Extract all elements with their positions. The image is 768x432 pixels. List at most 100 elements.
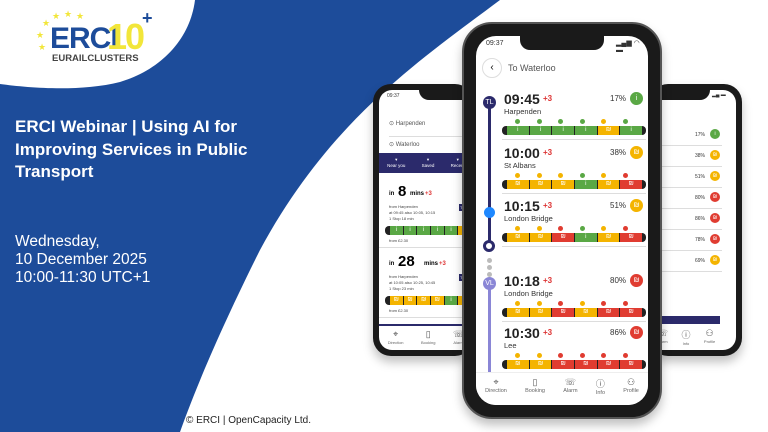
car-segment: i xyxy=(416,226,431,235)
occupancy-row[interactable]: 80% ₪ xyxy=(650,188,722,209)
nav-info[interactable]: ⓘ Info xyxy=(681,328,690,348)
departure-time: 10:00 xyxy=(504,145,540,161)
nav-alarm[interactable]: ☏ Alarm xyxy=(453,329,464,348)
tab-bar: ▾ Near you ▾ Saved ▾ Recent xyxy=(379,153,473,173)
car-dot xyxy=(601,301,606,306)
bottom-nav: ⌖ Direction ▯ Booking ☏ Alarm ⓘ Info ⚇ Profile xyxy=(476,372,648,405)
occupancy-icon: i xyxy=(710,129,720,139)
occupancy-row[interactable]: 38% ₪ xyxy=(650,146,722,167)
car-dot xyxy=(536,301,542,306)
info-icon: ⓘ xyxy=(681,330,691,340)
departure-time: 10:18 xyxy=(504,273,540,289)
left-phone: 09:37 ⊙ Harpenden ⊙ Waterloo ▾ Near you ▾ Save… xyxy=(373,84,473,356)
minutes: 8 xyxy=(398,183,407,200)
delay: +3 xyxy=(439,261,446,267)
car-segment: i xyxy=(389,226,403,235)
pin-icon: ⌖ xyxy=(493,377,499,387)
car-segment: ₪ xyxy=(528,180,552,189)
car-segment: ₪ xyxy=(551,360,575,369)
car-segment: ₪ xyxy=(596,233,620,242)
occupancy-percent: 69% xyxy=(695,258,706,264)
occupancy-percent: 17% xyxy=(695,132,706,138)
nav-booking[interactable]: ▯ Booking xyxy=(421,329,435,348)
back-button[interactable]: ‹ xyxy=(482,58,502,78)
occupancy-percent: 80% xyxy=(695,195,706,201)
occupancy-icon: ₪ xyxy=(710,255,720,265)
notch xyxy=(650,90,710,100)
car-dot xyxy=(558,301,563,306)
car-segment: ₪ xyxy=(619,180,643,189)
car-segment: ₪ xyxy=(574,308,597,317)
row-divider xyxy=(502,321,646,322)
nav-alarm[interactable]: ☏ Alarm xyxy=(563,377,577,405)
stop-marker xyxy=(483,240,495,252)
ticket-icon: ▯ xyxy=(532,377,538,387)
train-row[interactable]: 10:18 +3 London Bridge 80% ₪ ₪ ₪ ₪ ₪ ₪ ₪ xyxy=(502,273,646,323)
car-segment: i xyxy=(619,126,643,135)
train-row[interactable]: 10:30 +3 Lee 86% ₪ ₪ ₪ ₪ ₪ ₪ ₪ xyxy=(502,325,646,375)
car-segment: ₪ xyxy=(506,308,529,317)
nav-direction[interactable]: ⌖ Direction xyxy=(485,377,507,405)
nav-info[interactable]: ⓘ Info xyxy=(596,377,605,405)
right-phone: ▂▄ ▬ 17% i 38% ₪ 51% ₪ 80% ₪ 86% ₪ 78% ₪ 69% ₪ ☏ Alarm ⓘ I… xyxy=(650,84,742,356)
price: from £2.30 xyxy=(389,238,409,243)
car-dot xyxy=(536,119,542,124)
line-track xyxy=(488,284,491,394)
station-name: London Bridge xyxy=(504,289,553,298)
tab-recent[interactable]: ▾ Recent xyxy=(450,157,465,168)
occupancy-row[interactable]: 69% ₪ xyxy=(650,251,722,272)
ticket-icon: ▯ xyxy=(425,329,431,339)
erci-logo: ★ ★ ★ ★ ★ ★ ERCI 10 + EURAILCLUSTERS xyxy=(36,8,153,64)
to-field[interactable]: ⊙ Waterloo xyxy=(389,142,420,148)
occupancy-row[interactable]: 17% i xyxy=(650,125,722,146)
main-phone: 09:37 ▂▄▆ ◠ ▬ ‹ To Waterloo TL VL 09:45 +3 Harpe… xyxy=(462,22,662,419)
nav-booking[interactable]: ▯ Booking xyxy=(525,377,545,405)
nav-direction[interactable]: ⌖ Direction xyxy=(388,329,404,348)
occupancy-row[interactable]: 78% ₪ xyxy=(650,230,722,251)
journey-detail: at 09:45 also 10:05, 10:15 xyxy=(389,210,436,215)
car-dot xyxy=(515,173,520,178)
occupancy-row[interactable]: 51% ₪ xyxy=(650,167,722,188)
car-bar: i i i i ₪ i xyxy=(502,126,646,135)
car-segment: i xyxy=(443,296,458,305)
webinar-title: ERCI Webinar | Using AI for Improving Se… xyxy=(15,117,248,181)
nav-label: Alarm xyxy=(453,340,464,345)
car-dot xyxy=(601,226,606,231)
header-title: To Waterloo xyxy=(508,63,556,73)
car-bar: ₪ ₪ ₪ i ₪ ₪ xyxy=(502,233,646,242)
occupancy-icon: ₪ xyxy=(710,171,720,181)
nav-label: Booking xyxy=(421,340,436,345)
car-segment: ₪ xyxy=(528,360,552,369)
from-field[interactable]: ⊙ Harpenden xyxy=(389,121,426,127)
train-row[interactable]: 10:15 +3 London Bridge 51% ₪ ₪ ₪ ₪ i ₪ ₪ xyxy=(502,198,646,248)
car-segment: ₪ xyxy=(416,296,431,305)
car-segment: ₪ xyxy=(551,180,575,189)
alarm-icon: ☏ xyxy=(564,377,577,387)
minutes-unit: mins xyxy=(424,261,439,267)
occupancy-icon: ₪ xyxy=(710,213,720,223)
occupancy-icon: i xyxy=(630,92,643,105)
tab-near-you[interactable]: ▾ Near you xyxy=(387,157,406,168)
minutes-unit: mins xyxy=(410,191,425,197)
train-row[interactable]: 09:45 +3 Harpenden 17% i i i i i ₪ i xyxy=(502,91,646,141)
banner-bar xyxy=(650,316,720,324)
car-dot xyxy=(515,353,520,358)
minutes: 28 xyxy=(398,253,415,270)
occupancy-percent: 38% xyxy=(610,148,627,157)
occupancy-icon: ₪ xyxy=(710,234,720,244)
train-row[interactable]: 10:00 +3 St Albans 38% ₪ ₪ ₪ ₪ i ₪ ₪ xyxy=(502,145,646,195)
station-name: Lee xyxy=(504,341,517,350)
nav-profile[interactable]: ⚇ Profile xyxy=(623,377,639,405)
car-segment: i xyxy=(551,126,575,135)
occupancy-row[interactable]: 86% ₪ xyxy=(650,209,722,230)
car-dot xyxy=(515,226,520,231)
tab-saved[interactable]: ▾ Saved xyxy=(421,157,435,168)
nav-profile[interactable]: ⚇ Profile xyxy=(704,328,715,348)
connector-dot xyxy=(487,258,492,263)
delay: +3 xyxy=(543,148,553,157)
car-dot xyxy=(536,353,542,358)
car-segment: ₪ xyxy=(619,308,643,317)
nav-alarm[interactable]: ☏ Alarm xyxy=(657,328,668,348)
